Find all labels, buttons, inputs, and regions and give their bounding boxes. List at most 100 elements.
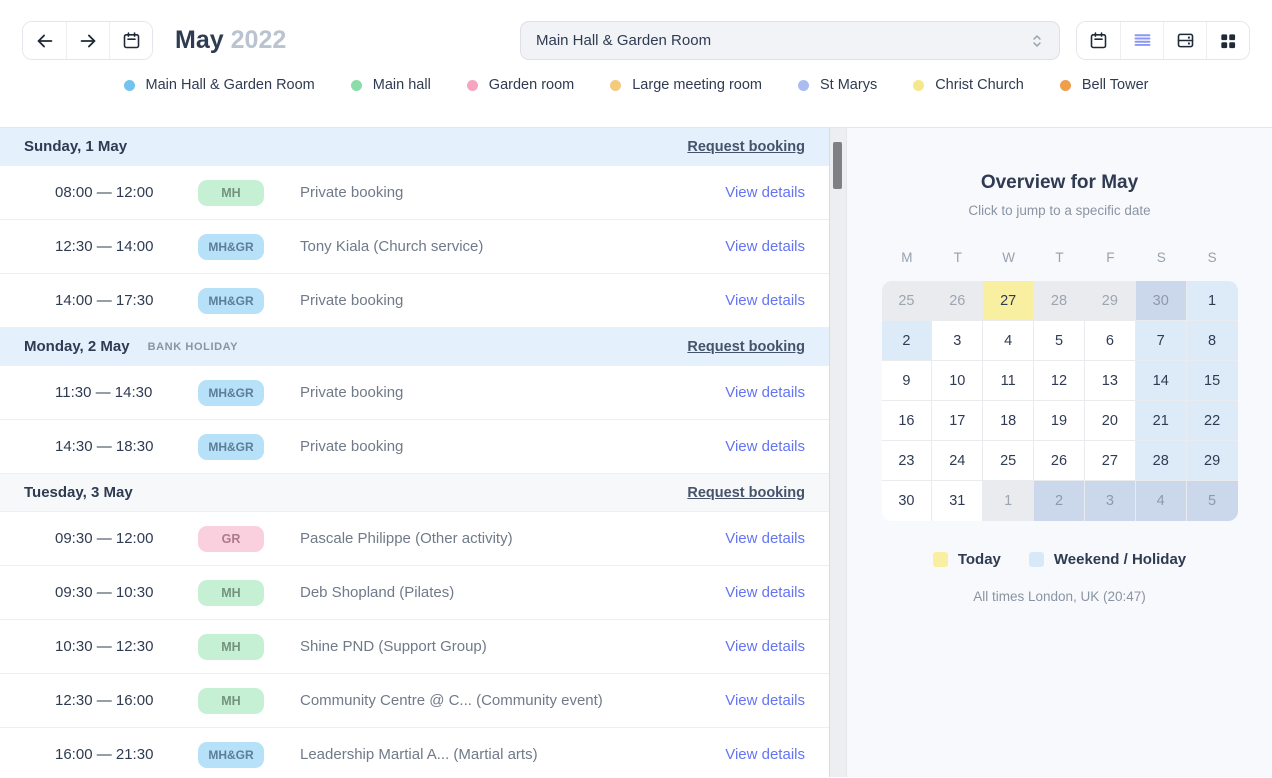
calendar-day[interactable]: 4 [983, 321, 1035, 361]
day-header: Monday, 2 May BANK HOLIDAY Request booking [0, 328, 829, 366]
room-badge: MH&GR [198, 287, 264, 314]
view-details-link[interactable]: View details [725, 638, 805, 655]
legend-dot-icon [466, 79, 478, 91]
calendar-day[interactable]: 21 [1135, 401, 1187, 441]
calendar-day[interactable]: 18 [983, 401, 1035, 441]
calendar-day[interactable]: 29 [1084, 281, 1136, 321]
rows-view-button[interactable] [1163, 22, 1206, 59]
overview-title: Overview for May [980, 172, 1139, 193]
legend-label: Garden room [488, 77, 575, 93]
view-details-link[interactable]: View details [725, 184, 805, 201]
jump-to-date-button[interactable] [109, 22, 152, 59]
calendar-day[interactable]: 4 [1135, 481, 1187, 521]
calendar-view-icon [1088, 30, 1109, 51]
page-title: May 2022 [175, 26, 286, 55]
arrow-right-icon [77, 30, 99, 52]
calendar-day[interactable]: 13 [1084, 361, 1136, 401]
calendar-day[interactable]: 7 [1135, 321, 1187, 361]
day-label: Tuesday, 3 May [24, 484, 133, 501]
prev-button[interactable] [23, 22, 66, 59]
event-row: 08:00 — 12:00 MH Private booking View detai… [0, 166, 829, 220]
calendar-view-button[interactable] [1077, 22, 1120, 59]
view-details-link[interactable]: View details [725, 238, 805, 255]
calendar-day[interactable]: 24 [932, 441, 984, 481]
legend-swatch-icon [932, 552, 948, 567]
room-badge: MH [198, 179, 264, 206]
request-booking-link[interactable]: Request booking [687, 138, 805, 155]
weekday-label: W [1002, 250, 1015, 265]
calendar-day[interactable]: 5 [1186, 481, 1238, 521]
event-time: 16:00 — 21:30 [55, 746, 154, 763]
event-title: Tony Kiala (Church service) [300, 238, 484, 255]
calendar-day[interactable]: 25 [983, 441, 1035, 481]
calendar-day[interactable]: 26 [1034, 441, 1085, 481]
calendar-day[interactable]: 10 [932, 361, 984, 401]
weekday-label: S [1156, 250, 1166, 265]
calendar-day[interactable]: 9 [881, 361, 933, 401]
calendar-day[interactable]: 5 [1034, 321, 1085, 361]
view-details-link[interactable]: View details [725, 530, 805, 547]
timezone-note: All times London, UK (20:47) [973, 589, 1146, 604]
calendar-day[interactable]: 26 [932, 281, 984, 321]
calendar-day[interactable]: 27 [983, 281, 1035, 321]
event-time: 12:30 — 16:00 [55, 692, 154, 709]
calendar-day[interactable]: 30 [1135, 281, 1187, 321]
calendar-day[interactable]: 3 [1084, 481, 1136, 521]
request-booking-link[interactable]: Request booking [687, 484, 805, 501]
calendar-day[interactable]: 1 [983, 481, 1035, 521]
calendar-legend-label: Weekend / Holiday [1053, 551, 1187, 568]
calendar-day[interactable]: 16 [881, 401, 933, 441]
event-time: 09:30 — 12:00 [55, 530, 154, 547]
calendar-day[interactable]: 29 [1186, 441, 1238, 481]
scrollbar-track[interactable] [829, 128, 846, 777]
calendar-day[interactable]: 2 [881, 321, 933, 361]
legend-dot-icon [1059, 79, 1071, 91]
view-details-link[interactable]: View details [725, 692, 805, 709]
view-details-link[interactable]: View details [725, 292, 805, 309]
calendar-day[interactable]: 1 [1186, 281, 1238, 321]
request-booking-link[interactable]: Request booking [687, 338, 805, 355]
legend-item: Christ Church [913, 77, 1024, 93]
calendar-day[interactable]: 8 [1186, 321, 1238, 361]
view-details-link[interactable]: View details [725, 438, 805, 455]
next-button[interactable] [66, 22, 109, 59]
calendar-day[interactable]: 17 [932, 401, 984, 441]
calendar-day[interactable]: 27 [1084, 441, 1136, 481]
room-badge: MH&GR [198, 233, 264, 260]
view-details-link[interactable]: View details [725, 746, 805, 763]
calendar-day[interactable]: 28 [1034, 281, 1085, 321]
calendar-day[interactable]: 6 [1084, 321, 1136, 361]
room-legend: Main Hall & Garden Room Main hall Garden r… [0, 77, 1272, 93]
calendar-day[interactable]: 15 [1186, 361, 1238, 401]
calendar-day[interactable]: 31 [932, 481, 984, 521]
view-details-link[interactable]: View details [725, 584, 805, 601]
calendar-day[interactable]: 22 [1186, 401, 1238, 441]
list-view-button[interactable] [1120, 22, 1163, 59]
room-select[interactable]: Main Hall & Garden Room [520, 21, 1060, 60]
legend-item: Bell Tower [1059, 77, 1149, 93]
calendar-day[interactable]: 23 [881, 441, 933, 481]
legend-dot-icon [913, 79, 925, 91]
room-select-value: Main Hall & Garden Room [536, 32, 712, 49]
scrollbar-thumb[interactable] [833, 142, 842, 189]
calendar-day[interactable]: 20 [1084, 401, 1136, 441]
room-badge: MH&GR [198, 379, 264, 406]
event-row: 10:30 — 12:30 MH Shine PND (Support Group)… [0, 620, 829, 674]
legend-label: Bell Tower [1081, 77, 1149, 93]
mini-calendar-grid: 25 26 27 28 29 30 1 2 3 4 5 6 7 8 9 10 11 12 13 14 15 16 17 18 1… [881, 281, 1238, 521]
calendar-day[interactable]: 28 [1135, 441, 1187, 481]
view-details-link[interactable]: View details [725, 384, 805, 401]
calendar-day[interactable]: 11 [983, 361, 1035, 401]
calendar-day[interactable]: 30 [881, 481, 933, 521]
weekday-label: F [1106, 250, 1115, 265]
calendar-day[interactable]: 14 [1135, 361, 1187, 401]
calendar-day[interactable]: 19 [1034, 401, 1085, 441]
calendar-day[interactable]: 12 [1034, 361, 1085, 401]
calendar-day[interactable]: 2 [1034, 481, 1085, 521]
calendar-day[interactable]: 25 [881, 281, 933, 321]
grid-view-button[interactable] [1206, 22, 1249, 59]
event-time: 08:00 — 12:00 [55, 184, 154, 201]
date-nav-group [22, 21, 153, 60]
calendar-day[interactable]: 3 [932, 321, 984, 361]
